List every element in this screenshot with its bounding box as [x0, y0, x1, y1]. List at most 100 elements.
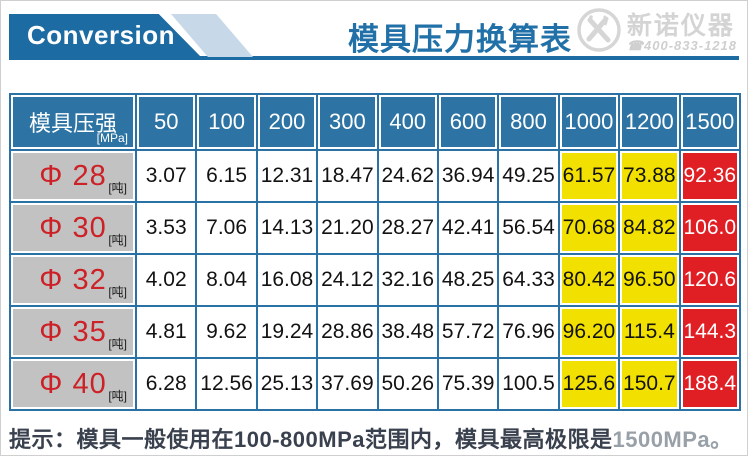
table-row: Φ 40 [吨] 6.28 12.56 25.13 37.69 50.26 75.39 100.…	[11, 359, 739, 409]
value-cell: 64.33	[499, 255, 558, 305]
row-label: Φ 32 [吨]	[11, 255, 135, 305]
value-cell: 9.62	[197, 307, 256, 357]
table-row: Φ 32 [吨] 4.02 8.04 16.08 24.12 32.16 48.25 64.33…	[11, 255, 739, 305]
value-cell: 19.24	[257, 307, 317, 357]
value-cell: 73.88	[620, 151, 679, 201]
value-cell: 6.28	[137, 359, 196, 409]
value-cell: 3.07	[137, 151, 196, 201]
page-title: 模具压力换算表	[348, 22, 572, 57]
value-cell: 18.47	[318, 151, 377, 201]
phone-number: 400-833-1218	[644, 37, 737, 53]
column-header-1200: 1200	[620, 95, 679, 149]
value-cell: 56.54	[499, 203, 558, 253]
value-cell: 28.27	[378, 203, 437, 253]
tip-main: 提示：模具一般使用在100-800MPa范围内，模具最高极限是	[9, 427, 613, 452]
value-cell: 12.56	[197, 359, 256, 409]
value-cell: 57.72	[438, 307, 498, 357]
value-cell: 28.86	[318, 307, 377, 357]
value-cell: 36.94	[438, 151, 498, 201]
value-cell: 144.3	[680, 307, 739, 357]
value-cell: 4.02	[137, 255, 196, 305]
row-unit: [吨]	[108, 233, 127, 247]
value-cell: 96.20	[559, 307, 619, 357]
value-cell: 4.81	[137, 307, 196, 357]
value-cell: 75.39	[438, 359, 498, 409]
table-row: Φ 28 [吨] 3.07 6.15 12.31 18.47 24.62 36.94 49.25…	[11, 151, 739, 201]
value-cell: 16.08	[257, 255, 317, 305]
corner-label: 模具压强	[28, 111, 117, 136]
brand-name: 新诺仪器	[626, 11, 735, 40]
tip-faded: 1500MPa。	[612, 427, 733, 452]
row-label-text: Φ 40	[39, 367, 107, 400]
banner-label: Conversion	[27, 20, 176, 50]
value-cell: 3.53	[137, 203, 196, 253]
value-cell: 32.16	[378, 255, 437, 305]
value-cell: 115.4	[620, 307, 679, 357]
column-header-400: 400	[378, 95, 437, 149]
value-cell: 188.4	[680, 359, 739, 409]
row-unit: [吨]	[108, 337, 127, 351]
brand-logo-icon	[576, 7, 622, 58]
table-header-row: 模具压强 [MPa] 50 100 200 300 400 600 800 1000 1200 1…	[11, 95, 739, 149]
value-cell: 6.15	[197, 151, 256, 201]
value-cell: 7.06	[197, 203, 256, 253]
value-cell: 37.69	[318, 359, 377, 409]
value-cell: 150.7	[620, 359, 679, 409]
row-unit: [吨]	[108, 389, 127, 403]
value-cell: 70.68	[559, 203, 619, 253]
value-cell: 50.26	[378, 359, 437, 409]
column-header-1500: 1500	[680, 95, 739, 149]
tip-text: 提示：模具一般使用在100-800MPa范围内，模具最高极限是1500MPa。	[9, 422, 733, 454]
value-cell: 8.04	[197, 255, 256, 305]
value-cell: 24.12	[318, 255, 377, 305]
row-label: Φ 40 [吨]	[11, 359, 135, 409]
row-label: Φ 35 [吨]	[11, 307, 135, 357]
row-label-text: Φ 35	[39, 315, 107, 348]
conversion-banner: Conversion	[9, 14, 201, 57]
brand-logo: 新诺仪器 ☎400-833-1218	[576, 7, 737, 58]
row-label-text: Φ 28	[39, 159, 107, 192]
value-cell: 49.25	[499, 151, 558, 201]
value-cell: 100.5	[499, 359, 558, 409]
phone-icon: ☎	[626, 37, 645, 53]
value-cell: 125.6	[559, 359, 619, 409]
value-cell: 24.62	[378, 151, 437, 201]
column-header-1000: 1000	[559, 95, 619, 149]
value-cell: 61.57	[559, 151, 619, 201]
pressure-conversion-table: 模具压强 [MPa] 50 100 200 300 400 600 800 1000 1200 1…	[9, 93, 741, 411]
value-cell: 38.48	[378, 307, 437, 357]
brand-logo-text: 新诺仪器 ☎400-833-1218	[626, 11, 737, 53]
value-cell: 12.31	[257, 151, 317, 201]
row-label: Φ 28 [吨]	[11, 151, 135, 201]
column-header-300: 300	[318, 95, 377, 149]
column-header-50: 50	[137, 95, 196, 149]
table-body: Φ 28 [吨] 3.07 6.15 12.31 18.47 24.62 36.94 49.25…	[11, 151, 739, 409]
value-cell: 92.36	[680, 151, 739, 201]
corner-unit: [MPa]	[96, 131, 128, 145]
column-header-100: 100	[197, 95, 256, 149]
value-cell: 84.82	[620, 203, 679, 253]
value-cell: 80.42	[559, 255, 619, 305]
column-header-800: 800	[499, 95, 558, 149]
brand-phone: ☎400-833-1218	[626, 37, 737, 53]
column-header-600: 600	[438, 95, 498, 149]
value-cell: 106.0	[680, 203, 739, 253]
column-header-200: 200	[257, 95, 317, 149]
row-label-text: Φ 32	[39, 263, 107, 296]
value-cell: 48.25	[438, 255, 498, 305]
table-row: Φ 30 [吨] 3.53 7.06 14.13 21.20 28.27 42.41 56.54…	[11, 203, 739, 253]
value-cell: 96.50	[620, 255, 679, 305]
row-unit: [吨]	[108, 285, 127, 299]
value-cell: 25.13	[257, 359, 317, 409]
value-cell: 21.20	[318, 203, 377, 253]
value-cell: 42.41	[438, 203, 498, 253]
value-cell: 120.6	[680, 255, 739, 305]
value-cell: 14.13	[257, 203, 317, 253]
row-label: Φ 30 [吨]	[11, 203, 135, 253]
row-label-text: Φ 30	[39, 211, 107, 244]
value-cell: 76.96	[499, 307, 558, 357]
corner-header-cell: 模具压强 [MPa]	[11, 95, 135, 149]
row-unit: [吨]	[108, 181, 127, 195]
header-divider	[9, 56, 739, 60]
